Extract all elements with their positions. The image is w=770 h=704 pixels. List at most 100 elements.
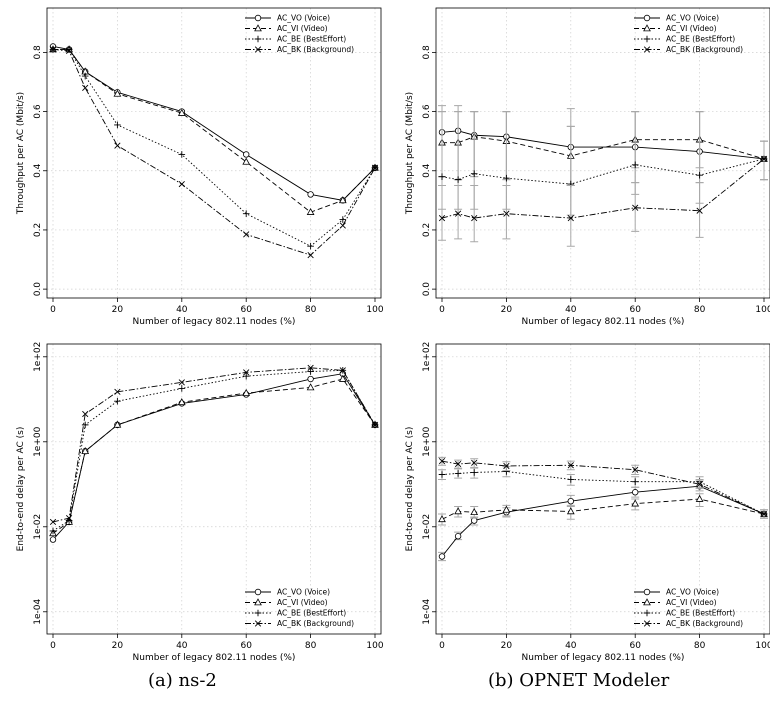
series-line-video (53, 48, 376, 213)
series-line-voice (441, 130, 765, 160)
y-tick-label: 1e+02 (33, 342, 43, 372)
point-besteffort (307, 368, 314, 375)
y-tick-label: 1e-02 (33, 514, 43, 540)
legend-label-background: AC_BK (Background) (277, 619, 354, 628)
x-tick-label: 80 (305, 305, 317, 315)
point-voice (471, 517, 478, 524)
point-video (242, 388, 251, 396)
point-voice (567, 497, 574, 505)
x-tick-label: 40 (565, 641, 577, 651)
point-background (49, 518, 57, 526)
point-besteffort (696, 171, 703, 179)
series-line-background (52, 48, 376, 256)
point-video (242, 157, 251, 165)
legend-marker-video (643, 24, 651, 32)
point-video (113, 420, 122, 428)
legend-label-video: AC_VI (Video) (666, 24, 717, 33)
point-background (454, 210, 462, 217)
series-line-besteffort (52, 369, 376, 532)
x-tick-label: 100 (366, 305, 383, 315)
plot-frame (46, 7, 382, 299)
error-bar-background (470, 185, 479, 243)
y-tick-label: 1e-02 (422, 514, 432, 540)
y-tick-label: 1e-04 (422, 599, 432, 625)
y-axis-title: Throughput per AC (Mbit/s) (405, 92, 415, 215)
point-besteffort (470, 170, 478, 178)
point-video (454, 507, 462, 515)
error-bar-background (631, 182, 640, 232)
plot-frame (435, 7, 770, 299)
y-tick-label: 1e+00 (33, 426, 43, 457)
series-line-besteffort (441, 158, 765, 185)
x-tick-label: 0 (439, 641, 445, 651)
legend-marker-voice (254, 588, 262, 596)
legend-marker-voice (643, 588, 651, 596)
point-besteffort (49, 527, 57, 535)
point-video (502, 505, 511, 513)
point-background (503, 462, 510, 470)
series-line-video (441, 498, 765, 520)
legend-label-background: AC_BK (Background) (277, 45, 354, 54)
series-line-background (441, 158, 765, 219)
point-besteffort (503, 174, 510, 182)
y-tick-label: 0.0 (422, 282, 432, 297)
point-voice (632, 489, 639, 496)
point-video (306, 207, 315, 215)
y-tick-label: 0.2 (33, 223, 43, 237)
series-line-background (441, 460, 765, 515)
opnet-delay-chart: 0 20 40 60 80 100 1e-04 1e-02 1e+00 1e+02 Number o… (405, 342, 770, 663)
x-tick-label: 20 (501, 305, 513, 315)
legend-marker-besteffort (254, 609, 262, 617)
x-axis-title: Number of legacy 802.11 nodes (%) (133, 653, 296, 663)
legend-label-video: AC_VI (Video) (277, 24, 328, 33)
x-tick-label: 0 (50, 305, 56, 315)
x-tick-label: 40 (565, 305, 577, 315)
point-besteffort (114, 121, 121, 129)
point-besteffort (631, 478, 639, 486)
y-tick-label: 1e+02 (422, 342, 432, 372)
caption-opnet: (b) OPNET Modeler (488, 670, 670, 691)
point-besteffort (631, 161, 639, 169)
legend-marker-background (643, 46, 651, 53)
x-axis-title: Number of legacy 802.11 nodes (%) (133, 317, 296, 327)
x-tick-label: 60 (240, 641, 252, 651)
point-background (82, 410, 89, 418)
point-besteffort (567, 476, 575, 483)
legend-label-voice: AC_VO (Voice) (277, 14, 330, 23)
point-voice (242, 151, 250, 158)
y-axis-title: End-to-end delay per AC (s) (16, 427, 26, 552)
point-background (632, 466, 639, 473)
series-line-background (52, 367, 376, 523)
point-besteffort (178, 151, 186, 158)
y-tick-label: 0.2 (422, 223, 432, 237)
legend-label-besteffort: AC_BE (BestEffort) (277, 35, 346, 44)
point-video (113, 89, 122, 97)
legend-marker-besteffort (643, 35, 651, 43)
y-tick-label: 0.8 (33, 45, 43, 60)
x-tick-label: 20 (501, 641, 513, 651)
point-besteffort (339, 216, 347, 223)
point-background (471, 459, 478, 466)
x-tick-label: 40 (176, 305, 188, 315)
x-tick-label: 80 (305, 641, 317, 651)
ns2-delay-chart: 0 20 40 60 80 100 1e-04 1e-02 1e+00 1e+02 Number o… (16, 342, 384, 663)
plot-frame (435, 343, 770, 635)
point-video (695, 494, 704, 502)
legend-marker-background (643, 620, 651, 627)
point-background (114, 388, 121, 395)
error-bar-background (566, 185, 575, 247)
series-line-besteffort (53, 48, 376, 247)
point-besteffort (454, 176, 462, 183)
point-background (471, 214, 478, 222)
legend-marker-besteffort (254, 35, 262, 43)
point-video (338, 196, 347, 204)
legend-label-voice: AC_VO (Voice) (666, 588, 719, 597)
point-background (178, 180, 185, 188)
opnet-throughput-chart: 0 20 40 60 80 100 0.0 0.2 0.4 0.6 0.8 Number of leg… (405, 7, 770, 327)
point-video (81, 446, 90, 455)
legend-label-besteffort: AC_BE (BestEffort) (666, 35, 735, 44)
point-background (632, 204, 639, 211)
x-tick-label: 40 (176, 641, 188, 651)
legend-label-background: AC_BK (Background) (666, 619, 743, 628)
